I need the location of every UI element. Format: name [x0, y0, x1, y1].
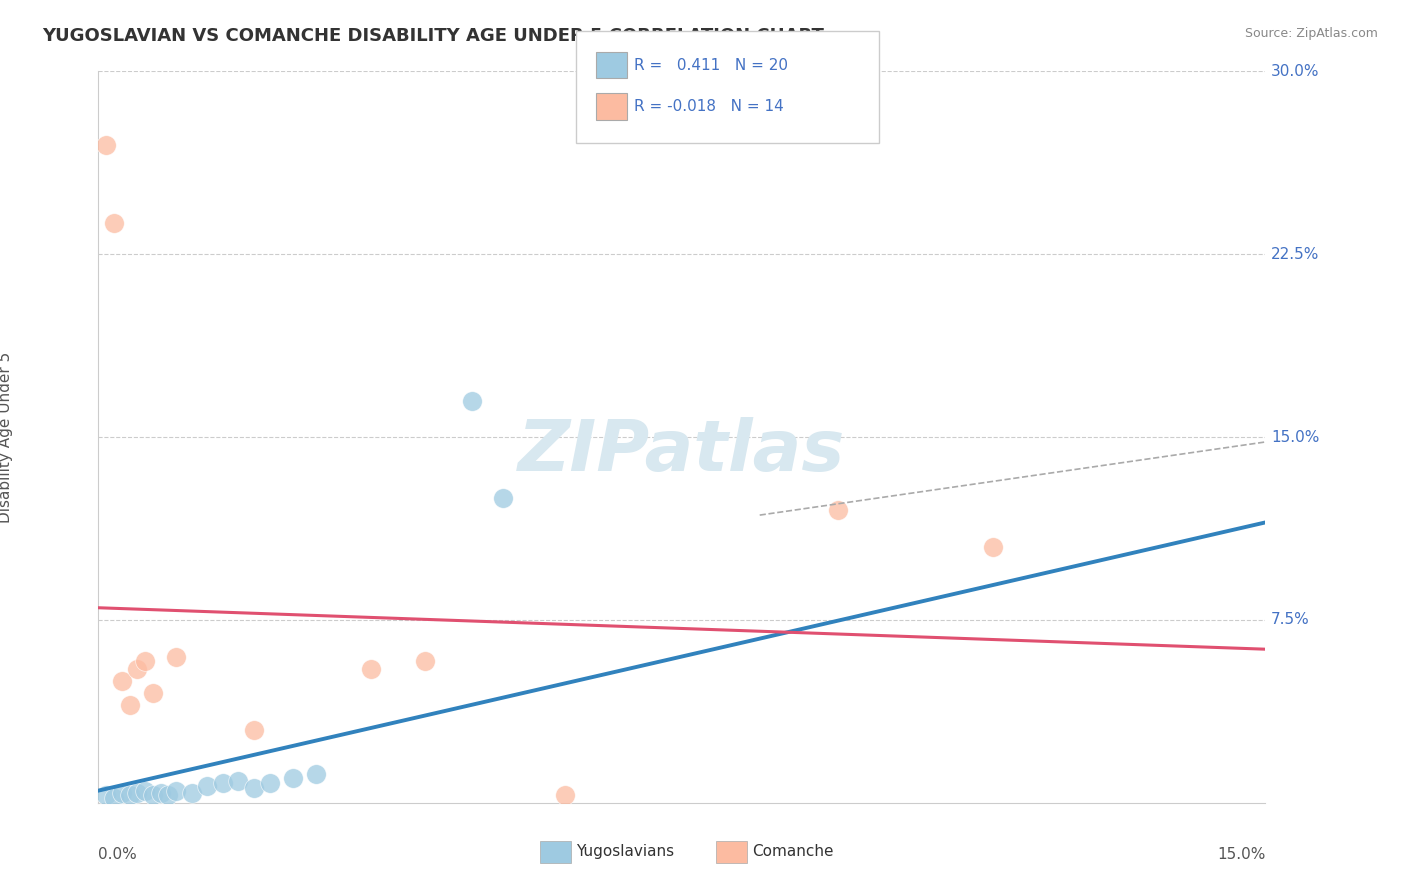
Text: ZIPatlas: ZIPatlas — [519, 417, 845, 486]
Point — [195, 779, 218, 793]
Point — [96, 137, 118, 152]
Text: 15.0%: 15.0% — [1218, 847, 1265, 862]
Text: R = -0.018   N = 14: R = -0.018 N = 14 — [634, 99, 785, 113]
Point — [165, 783, 187, 797]
Point — [127, 786, 149, 800]
Point — [981, 540, 1004, 554]
Point — [96, 789, 118, 803]
Point — [118, 698, 141, 713]
Text: 7.5%: 7.5% — [1271, 613, 1310, 627]
Point — [281, 772, 304, 786]
Point — [492, 491, 515, 505]
Point — [228, 773, 250, 788]
Point — [180, 786, 202, 800]
Point — [259, 776, 281, 790]
Point — [243, 723, 266, 737]
Point — [360, 662, 382, 676]
Point — [142, 686, 165, 700]
Point — [305, 766, 328, 780]
Text: 22.5%: 22.5% — [1271, 247, 1320, 261]
Text: 30.0%: 30.0% — [1271, 64, 1320, 78]
Point — [127, 662, 149, 676]
Point — [461, 393, 484, 408]
Text: Comanche: Comanche — [752, 845, 834, 859]
Point — [165, 649, 187, 664]
Point — [111, 786, 134, 800]
Text: R =   0.411   N = 20: R = 0.411 N = 20 — [634, 58, 789, 72]
Text: Yugoslavians: Yugoslavians — [576, 845, 675, 859]
Point — [827, 503, 849, 517]
Point — [134, 783, 156, 797]
Point — [118, 789, 141, 803]
Point — [243, 781, 266, 796]
Point — [111, 673, 134, 688]
Point — [212, 776, 235, 790]
Point — [157, 789, 180, 803]
Text: Source: ZipAtlas.com: Source: ZipAtlas.com — [1244, 27, 1378, 40]
Point — [554, 789, 576, 803]
Point — [413, 654, 436, 668]
Text: 0.0%: 0.0% — [98, 847, 138, 862]
Point — [149, 786, 172, 800]
Text: Disability Age Under 5: Disability Age Under 5 — [0, 351, 13, 523]
Point — [103, 791, 125, 805]
Point — [142, 789, 165, 803]
Point — [103, 215, 125, 229]
Text: 15.0%: 15.0% — [1271, 430, 1320, 444]
Text: YUGOSLAVIAN VS COMANCHE DISABILITY AGE UNDER 5 CORRELATION CHART: YUGOSLAVIAN VS COMANCHE DISABILITY AGE U… — [42, 27, 824, 45]
Point — [134, 654, 156, 668]
